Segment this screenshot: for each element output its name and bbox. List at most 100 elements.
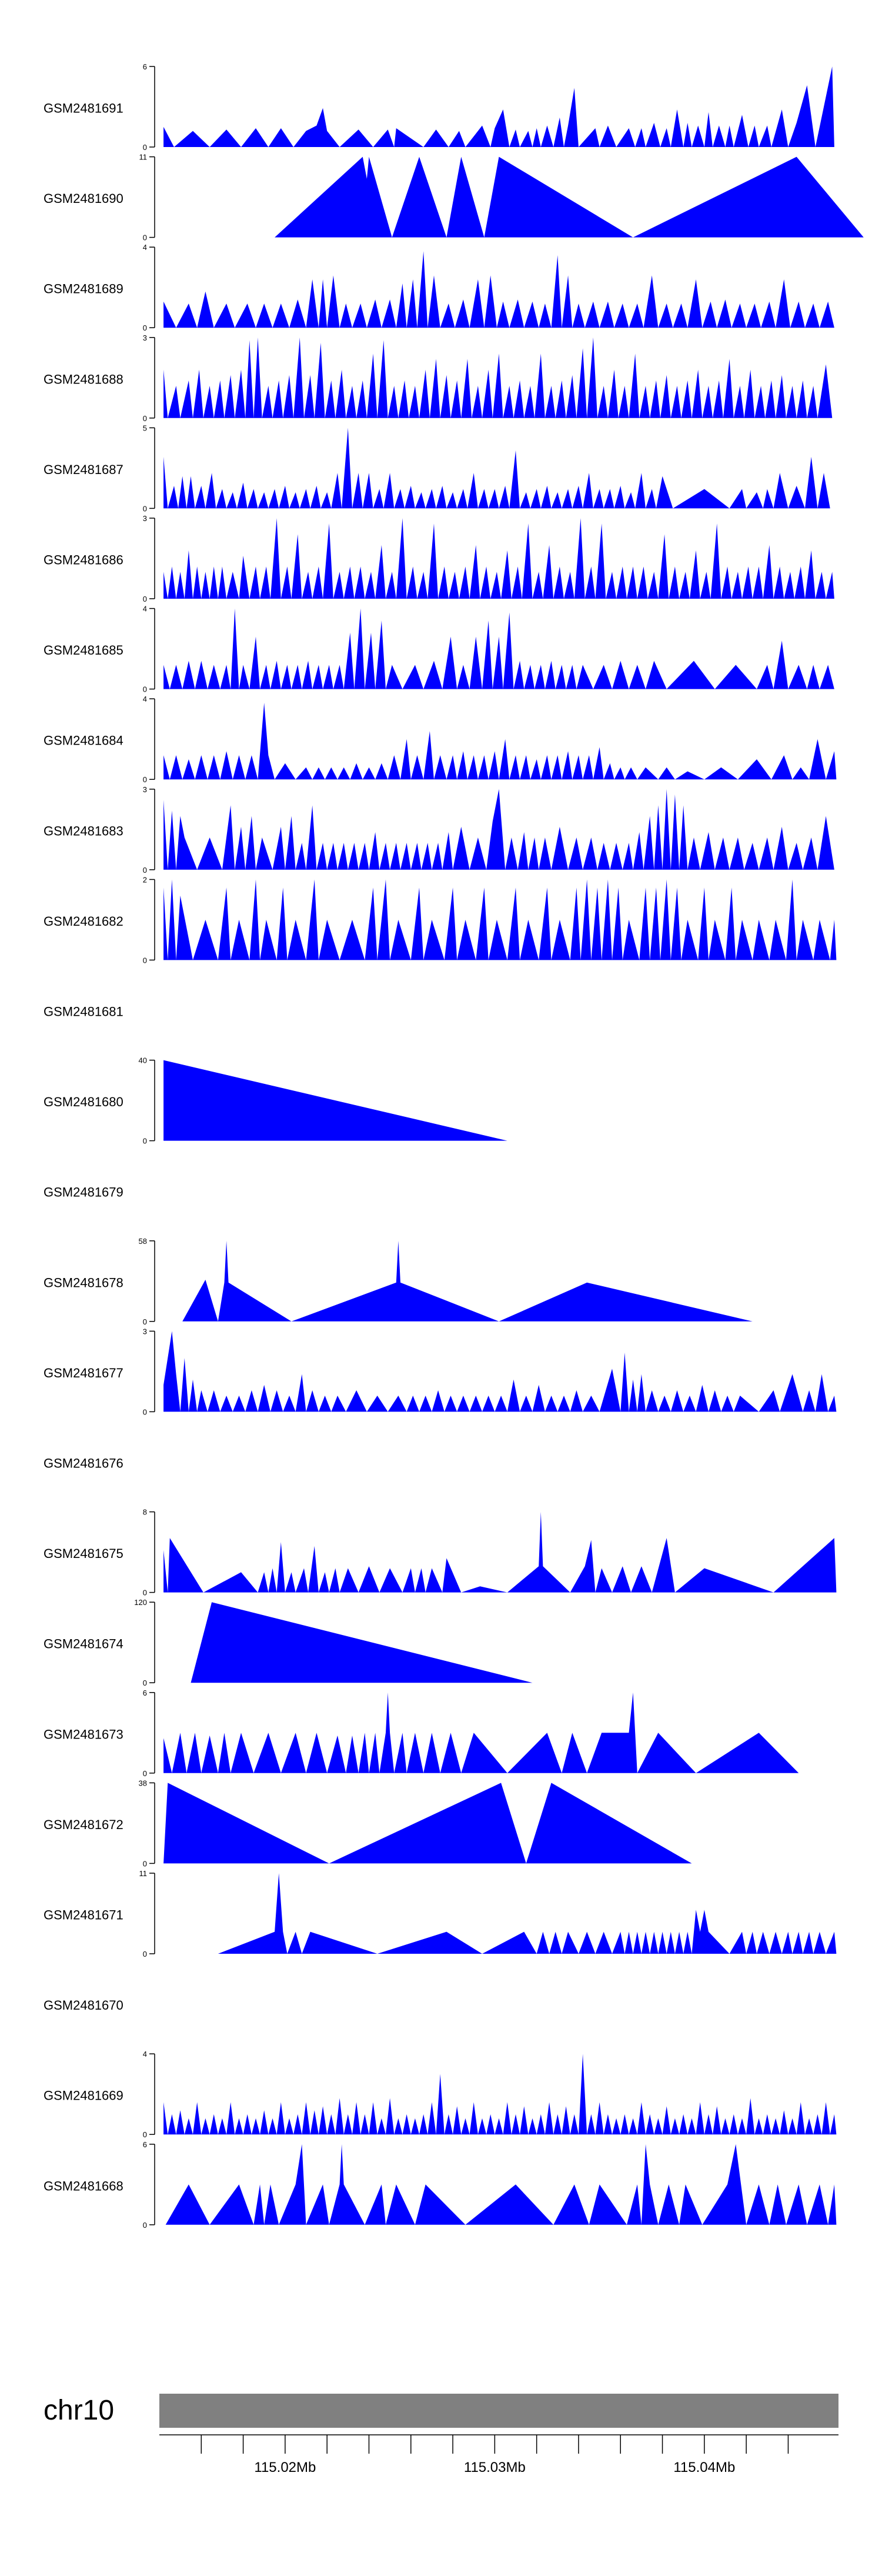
y-axis-zero-label: 0 <box>143 323 147 332</box>
y-axis-zero-label: 0 <box>143 1589 147 1597</box>
track-label: GSM2481677 <box>44 1366 123 1380</box>
track-label: GSM2481678 <box>44 1275 123 1290</box>
track-GSM2481675: GSM2481675 8 0 <box>44 1508 837 1597</box>
y-axis-max-label: 2 <box>143 875 147 884</box>
y-axis-max-label: 4 <box>143 695 147 703</box>
track-label: GSM2481668 <box>44 2178 123 2193</box>
track-GSM2481678: GSM2481678 58 0 <box>44 1237 753 1326</box>
track-GSM2481686: GSM2481686 3 0 <box>44 514 834 603</box>
track-GSM2481689: GSM2481689 4 0 <box>44 243 834 332</box>
y-axis-zero-label: 0 <box>143 2130 147 2139</box>
track-label: GSM2481691 <box>44 101 123 116</box>
genome-axis-tick-label: 115.04Mb <box>673 2460 735 2475</box>
y-axis-max-label: 11 <box>139 1869 148 1878</box>
y-axis-max-label: 38 <box>139 1778 147 1787</box>
track-GSM2481684: GSM2481684 4 0 <box>44 695 837 784</box>
coverage-area <box>191 1602 533 1683</box>
coverage-area <box>163 428 830 509</box>
track-label: GSM2481682 <box>44 914 123 929</box>
y-axis-zero-label: 0 <box>143 233 147 242</box>
y-axis-max-label: 40 <box>139 1056 147 1065</box>
track-GSM2481683: GSM2481683 3 0 <box>44 785 834 875</box>
y-axis-max-label: 4 <box>143 605 147 613</box>
coverage-area <box>163 518 834 599</box>
track-label: GSM2481681 <box>44 1005 123 1019</box>
y-axis-max-label: 4 <box>143 2050 147 2058</box>
track-GSM2481690: GSM2481690 11 0 <box>44 153 864 242</box>
y-axis-zero-label: 0 <box>143 956 147 965</box>
track-GSM2481668: GSM2481668 6 0 <box>44 2140 837 2230</box>
y-axis-zero-label: 0 <box>143 143 147 152</box>
track-label: GSM2481675 <box>44 1546 123 1561</box>
y-axis-zero-label: 0 <box>143 1317 147 1326</box>
y-axis-zero-label: 0 <box>143 504 147 513</box>
y-axis-max-label: 3 <box>143 785 147 794</box>
track-GSM2481672: GSM2481672 38 0 <box>44 1778 692 1868</box>
track-GSM2481682: GSM2481682 2 0 <box>44 875 837 965</box>
y-axis-max-label: 5 <box>143 423 147 432</box>
coverage-area <box>163 1331 837 1412</box>
track-GSM2481687: GSM2481687 5 0 <box>44 423 830 513</box>
track-label: GSM2481688 <box>44 372 123 386</box>
coverage-area <box>163 2054 837 2135</box>
track-label: GSM2481685 <box>44 643 123 658</box>
y-axis-zero-label: 0 <box>143 866 147 875</box>
y-axis-max-label: 3 <box>143 333 147 342</box>
y-axis-max-label: 58 <box>139 1237 147 1246</box>
coverage-area <box>163 1060 507 1141</box>
track-label: GSM2481673 <box>44 1727 123 1741</box>
y-axis-zero-label: 0 <box>143 414 147 423</box>
track-GSM2481669: GSM2481669 4 0 <box>44 2050 837 2139</box>
chromosome-label: chr10 <box>44 2395 114 2426</box>
y-axis-zero-label: 0 <box>143 1679 147 1687</box>
chromosome-ideogram: chr10 115.02Mb 115.03Mb 115.04Mb <box>44 2394 838 2475</box>
track-label: GSM2481679 <box>44 1185 123 1200</box>
coverage-area <box>163 879 837 960</box>
coverage-area <box>163 251 834 328</box>
track-label: GSM2481674 <box>44 1637 123 1651</box>
coverage-area <box>163 337 833 418</box>
y-axis-zero-label: 0 <box>143 1950 147 1958</box>
track-GSM2481685: GSM2481685 4 0 <box>44 605 834 694</box>
coverage-area <box>275 156 864 238</box>
track-label: GSM2481686 <box>44 553 123 568</box>
y-axis-zero-label: 0 <box>143 2221 147 2230</box>
y-axis-max-label: 8 <box>143 1508 147 1517</box>
track-GSM2481677: GSM2481677 3 0 <box>44 1327 837 1416</box>
track-label: GSM2481676 <box>44 1456 123 1471</box>
genome-axis-tick-label: 115.02Mb <box>254 2460 316 2475</box>
track-label: GSM2481671 <box>44 1908 123 1923</box>
coverage-area <box>163 608 834 689</box>
track-GSM2481680: GSM2481680 40 0 <box>44 1056 507 1146</box>
chromosome-bar <box>159 2394 838 2428</box>
tracks-group: GSM248169160GSM2481690110GSM248168940GSM… <box>44 62 864 2230</box>
y-axis-zero-label: 0 <box>143 775 147 784</box>
track-label: GSM2481680 <box>44 1095 123 1109</box>
coverage-area <box>163 1783 692 1864</box>
track-GSM2481673: GSM2481673 6 0 <box>44 1689 799 1778</box>
track-label: GSM2481687 <box>44 462 123 477</box>
y-axis-max-label: 6 <box>143 62 147 71</box>
y-axis-max-label: 11 <box>139 153 148 162</box>
track-GSM2481676: GSM2481676 <box>44 1456 123 1471</box>
genome-axis-tick-label: 115.03Mb <box>464 2460 526 2475</box>
y-axis-max-label: 3 <box>143 1327 147 1336</box>
coverage-area <box>182 1240 753 1322</box>
track-label: GSM2481689 <box>44 282 123 296</box>
y-axis-zero-label: 0 <box>143 1407 147 1416</box>
track-label: GSM2481683 <box>44 823 123 838</box>
track-label: GSM2481672 <box>44 1817 123 1832</box>
y-axis-zero-label: 0 <box>143 1137 147 1146</box>
track-GSM2481674: GSM2481674 120 0 <box>44 1598 533 1687</box>
y-axis-max-label: 4 <box>143 243 147 252</box>
track-GSM2481688: GSM2481688 3 0 <box>44 333 833 423</box>
coverage-area <box>163 703 837 780</box>
track-GSM2481679: GSM2481679 <box>44 1185 123 1200</box>
coverage-area <box>163 66 834 147</box>
track-label: GSM2481684 <box>44 733 123 748</box>
y-axis-max-label: 6 <box>143 2140 147 2149</box>
coverage-area <box>163 1511 837 1593</box>
track-GSM2481691: GSM2481691 6 0 <box>44 62 834 152</box>
coverage-area <box>218 1873 837 1954</box>
